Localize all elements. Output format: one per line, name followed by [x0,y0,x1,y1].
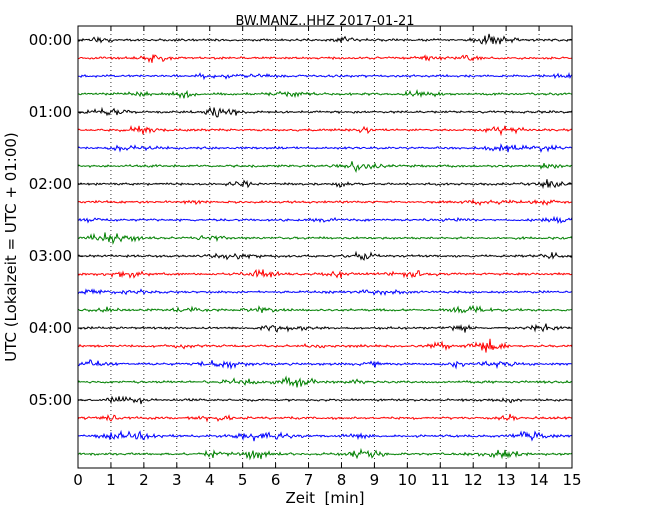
seismic-trace [77,288,573,297]
y-tick-label: 03:00 [29,247,72,265]
y-tick-label: 00:00 [29,31,72,49]
grid-layer [110,26,540,468]
seismic-trace [77,413,573,423]
x-tick-label: 4 [205,471,215,489]
x-tick-label: 14 [530,471,549,489]
plot-frame [77,25,573,469]
seismic-trace [77,215,573,225]
x-tick-label: 2 [139,471,149,489]
x-tick-label: 13 [497,471,516,489]
seismic-trace [77,143,573,153]
seismic-trace [77,304,573,314]
seismic-trace [77,179,573,190]
trace-layer [77,33,573,461]
y-tick-label: 01:00 [29,103,72,121]
x-tick-label: 7 [304,471,314,489]
x-tick-label: 0 [73,471,83,489]
chart-title: BW.MANZ..HHZ 2017-01-21 [235,14,414,29]
x-tick-label: 8 [337,471,347,489]
x-tick-label: 5 [238,471,248,489]
seismic-trace [77,375,573,388]
seismic-trace [77,359,573,370]
seismic-trace [77,198,572,206]
x-tick-label: 1 [106,471,116,489]
x-tick-label: 3 [172,471,182,489]
x-axis-label: Zeit [min] [285,489,364,507]
x-axis: 0 1 2 3 4 5 6 7 8 9 10 11 12 13 14 15 [73,26,582,489]
seismic-trace [78,106,573,118]
y-tick-label: 05:00 [29,391,72,409]
y-tick-label: 04:00 [29,319,72,337]
y-tick-label: 02:00 [29,175,72,193]
seismic-trace [77,54,573,64]
seismic-trace [77,447,573,461]
seismic-trace [77,268,573,279]
seismic-trace [77,429,573,442]
x-tick-label: 12 [464,471,483,489]
seismic-trace [77,232,573,246]
seismic-trace [77,125,573,137]
seismic-trace [77,323,573,333]
seismic-trace [77,338,573,353]
y-axis-label: UTC (Lokalzeit = UTC + 01:00) [2,132,20,362]
seismic-trace [77,395,573,405]
seismic-trace [77,250,573,261]
y-axis: 00:00 01:00 02:00 03:00 04:00 05:00 [29,31,572,409]
seismic-trace [77,161,573,173]
seismic-trace [77,71,573,81]
x-tick-label: 10 [398,471,417,489]
seismic-trace [77,33,573,46]
x-tick-label: 11 [431,471,450,489]
x-tick-label: 9 [370,471,380,489]
x-tick-label: 15 [562,471,581,489]
seismic-trace [77,89,573,100]
x-tick-label: 6 [271,471,281,489]
